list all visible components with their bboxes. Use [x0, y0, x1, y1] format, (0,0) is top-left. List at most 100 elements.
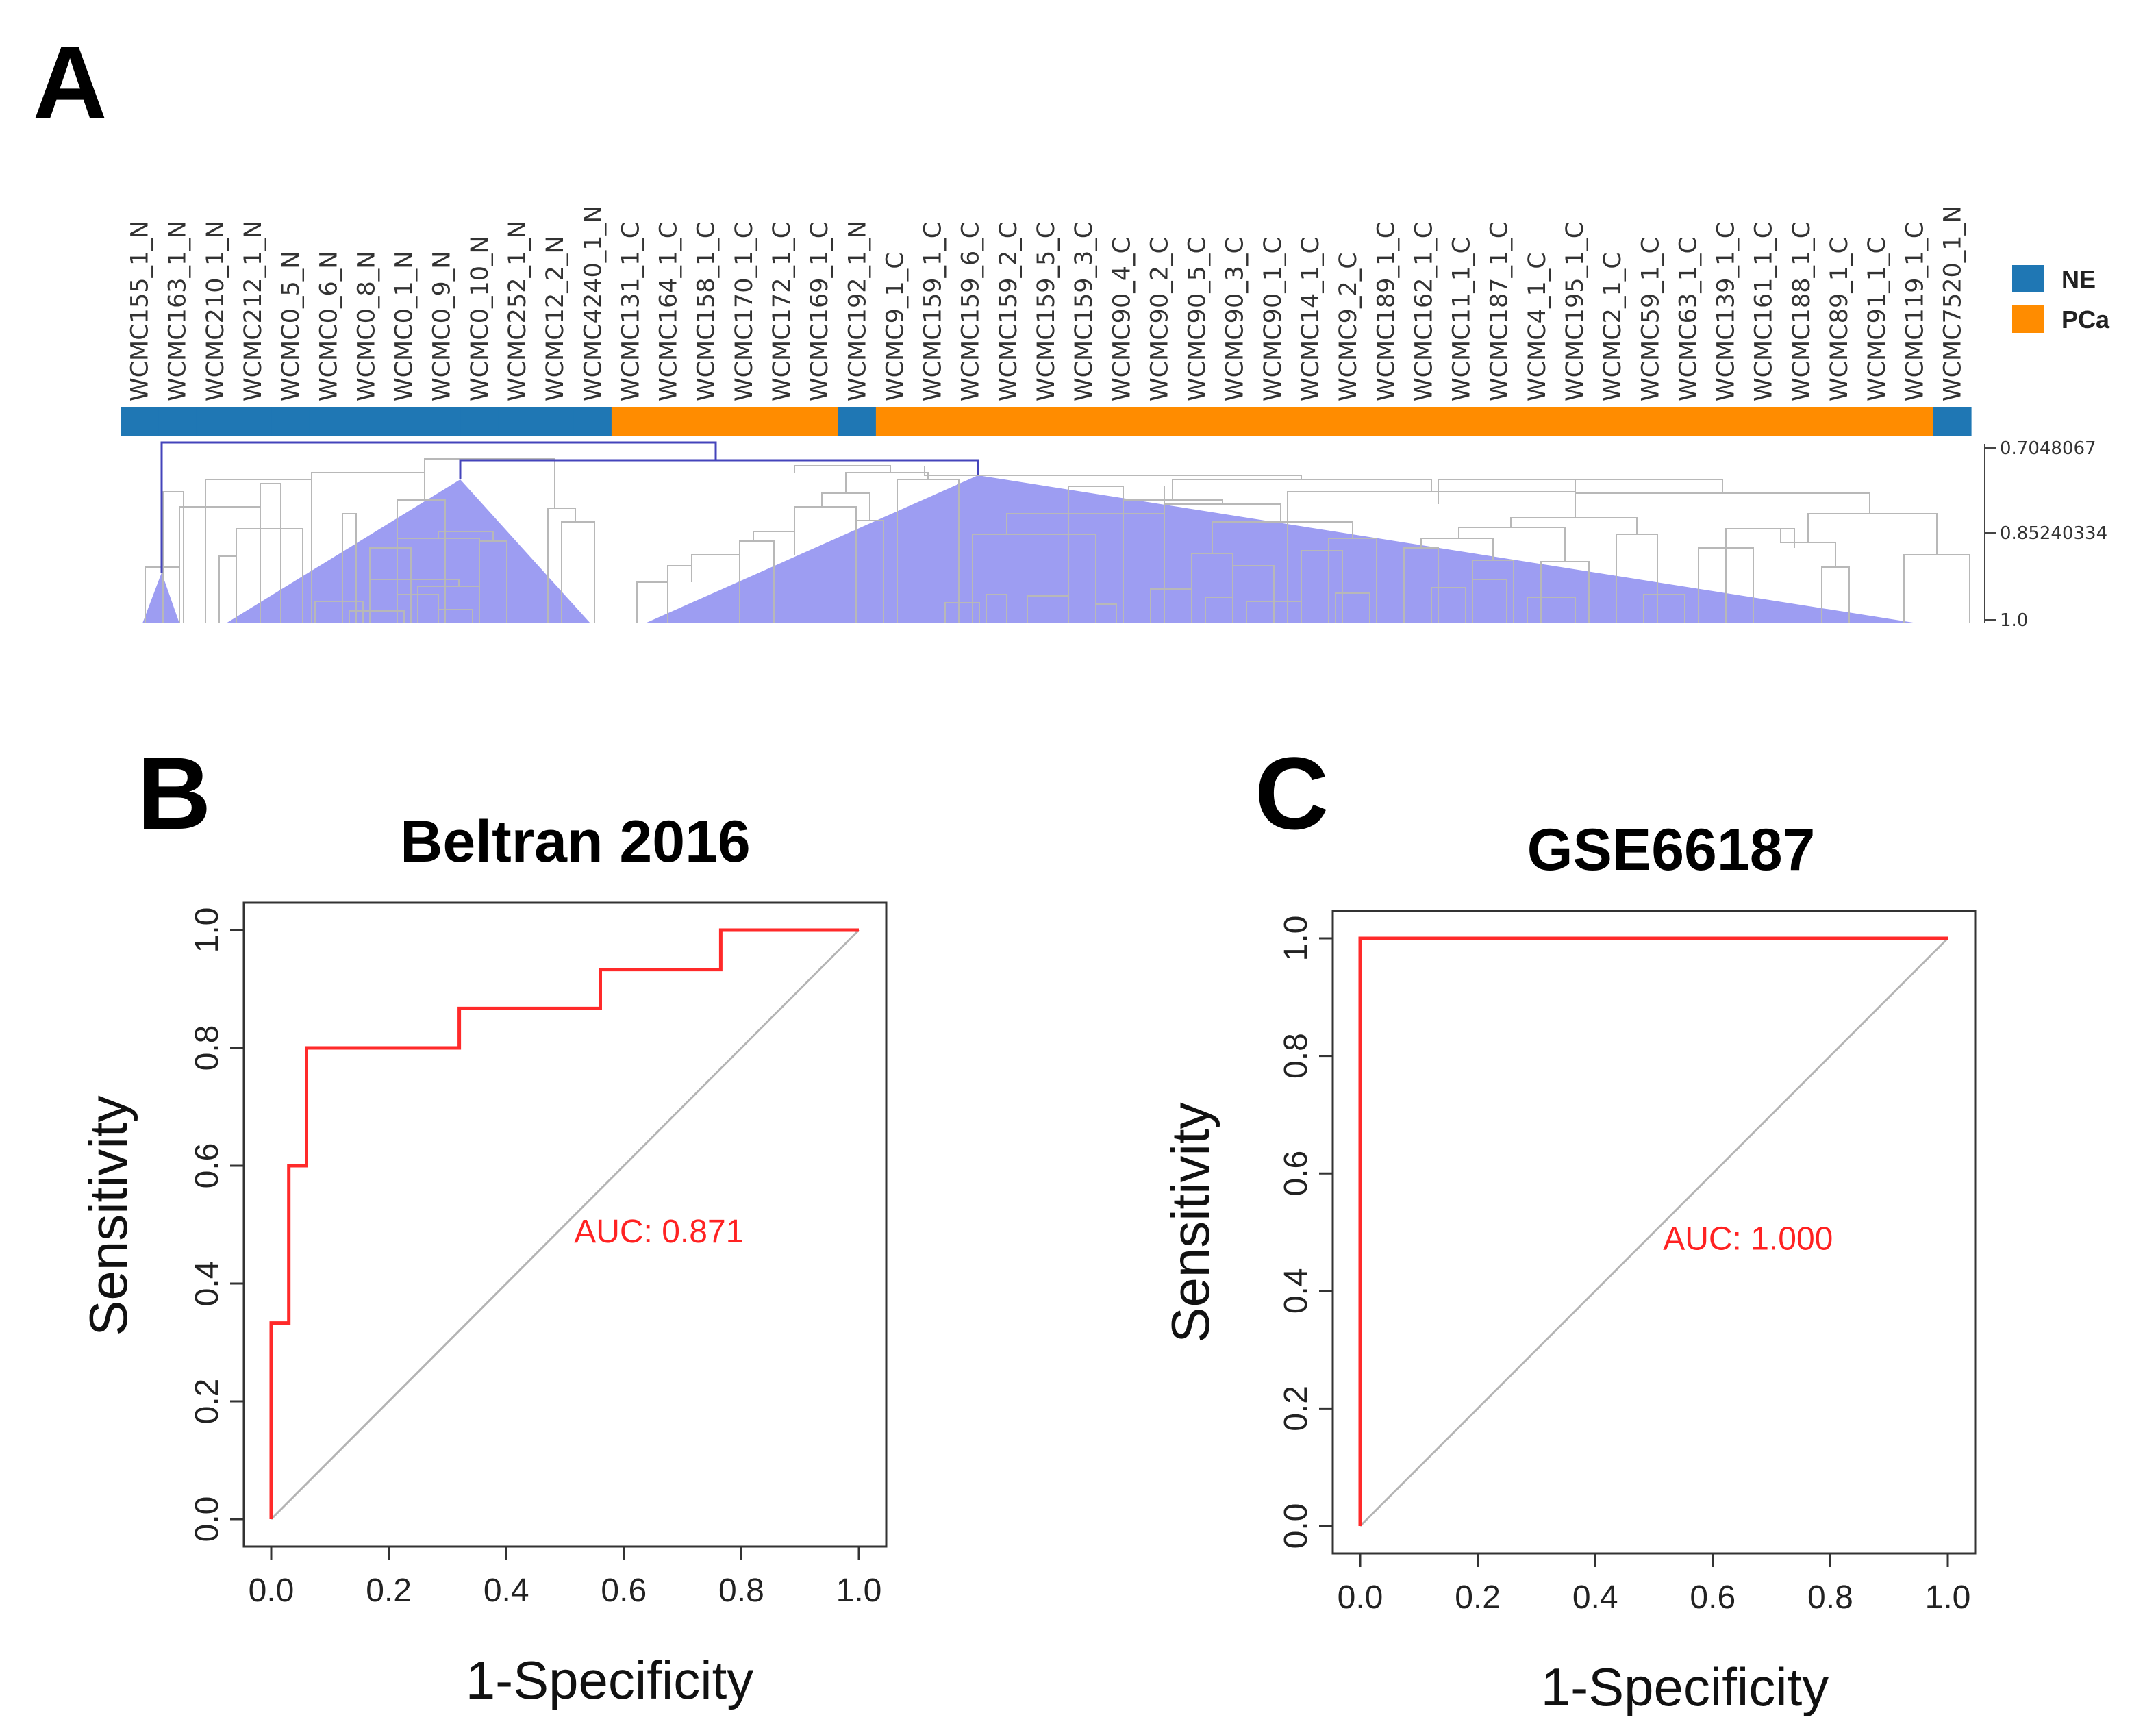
x-tick-label: 0.8 — [1807, 1579, 1853, 1616]
group-bar-segment — [1291, 407, 1330, 436]
dendrogram-link — [236, 528, 303, 623]
dendrogram-link — [1643, 594, 1685, 623]
dendrogram-link — [349, 610, 405, 623]
group-bar-segment — [158, 407, 197, 436]
sample-label: WCMC11_1_C — [1449, 237, 1476, 401]
dendrogram-link — [1027, 595, 1069, 623]
sample-label: WCMC187_1_C — [1486, 222, 1514, 401]
dendrogram-link — [1807, 513, 1938, 555]
sample-labels: WCMC155_1_N WCMC163_1_N WCMC210_1_N WCMC212… — [127, 205, 1967, 401]
dendrogram-link — [162, 491, 184, 623]
dendrogram-link — [1527, 597, 1576, 623]
y-tick-label: 0.6 — [1278, 1151, 1314, 1197]
legend-label-ne: NE — [2061, 265, 2096, 293]
roc-chart-gse66187: GSE66187 0.0 0.2 0.4 0.6 0.8 1.00.00.20.40.60… — [1160, 817, 1977, 1717]
sample-label: WCMC0_9_N — [429, 251, 456, 401]
group-bar-segment — [1064, 407, 1103, 436]
y-tick-label: 0.0 — [189, 1497, 225, 1542]
group-bar-segment — [1593, 407, 1632, 436]
sample-label: WCMC161_1_C — [1751, 222, 1778, 401]
dendrogram-link — [1335, 592, 1370, 623]
group-bar-segment — [1895, 407, 1934, 436]
y-axis-title: Sensitivity — [1160, 1102, 1220, 1342]
dendrogram-link — [314, 601, 364, 623]
dendrogram-link — [438, 531, 494, 541]
sample-label: WCMC90_5_C — [1184, 237, 1212, 401]
sample-label: WCMC0_5_N — [277, 251, 305, 401]
group-bar-segment — [1707, 407, 1745, 436]
panel-b-letter: B — [137, 736, 211, 851]
group-bar-segment — [1140, 407, 1179, 436]
dendrogram-link — [342, 513, 357, 623]
dendrogram-link — [1246, 601, 1302, 623]
dendrogram-link — [794, 465, 891, 473]
group-bar-segment — [1933, 407, 1972, 436]
reference-diagonal — [1359, 937, 1949, 1527]
x-tick-label: 1.0 — [836, 1573, 882, 1609]
y-tick-label: 1.0 — [1278, 916, 1314, 962]
group-bar-segment — [573, 407, 612, 436]
group-bar-segment — [1820, 407, 1859, 436]
group-bar-segment — [1555, 407, 1594, 436]
x-tick-label: 0.4 — [484, 1573, 529, 1609]
sample-label: WCMC162_1_C — [1410, 222, 1438, 401]
group-bar-segment — [1782, 407, 1820, 436]
group-bar-segment — [989, 407, 1027, 436]
dendrogram-link — [1472, 579, 1507, 623]
group-bar-segment — [423, 407, 461, 436]
group-bar-segment — [271, 407, 310, 436]
x-tick-label: 0.0 — [1338, 1579, 1383, 1616]
legend: NE PCa — [2012, 265, 2110, 334]
sample-label: WCMC212_1_N — [240, 221, 267, 401]
dendrogram-link — [561, 521, 595, 623]
group-bar-segment — [309, 407, 348, 436]
dendrogram-link — [547, 508, 576, 623]
dendrogram-link — [1458, 527, 1566, 562]
roc-plot-area: 0.0 0.2 0.4 0.6 0.8 1.0 0.0 0.2 0.4 0.6 0.8 1.0 AUC:… — [189, 901, 888, 1609]
y-tick-label: 0.6 — [189, 1143, 225, 1189]
sample-label: WCMC169_1_C — [806, 222, 833, 401]
sample-label: WCMC0_1_N — [391, 251, 418, 401]
group-bar-segment — [914, 407, 952, 436]
dendrogram-link — [260, 483, 281, 623]
height-tick-label: 0.85240334 — [2000, 523, 2107, 544]
sample-label: WCMC90_4_C — [1108, 237, 1136, 401]
sample-label: WCMC4_1_C — [1524, 252, 1551, 401]
group-bar-segment — [385, 407, 423, 436]
sample-label: WCMC155_1_N — [127, 221, 154, 401]
group-bar-segment — [951, 407, 990, 436]
sample-label: WCMC159_2_C — [995, 222, 1023, 401]
roc-chart-beltran: Beltran 2016 0.0 0.2 0.4 0.6 0.8 1.0 0.0 0.2 0.4… — [78, 809, 888, 1710]
sample-label: WCMC139_1_C — [1713, 222, 1740, 401]
sample-label: WCMC9_2_C — [1335, 252, 1362, 401]
sample-label: WCMC91_1_C — [1864, 237, 1891, 401]
legend-label-pca: PCa — [2061, 305, 2110, 334]
group-bar-segment — [800, 407, 839, 436]
group-bar-segment — [1857, 407, 1896, 436]
legend-swatch-ne — [2012, 265, 2044, 292]
sample-label: WCMC119_1_C — [1901, 222, 1929, 401]
group-bar-segment — [196, 407, 234, 436]
dendrogram-link — [1510, 517, 1638, 534]
dendrogram-link — [1420, 538, 1494, 560]
auc-annotation: AUC: 0.871 — [574, 1214, 744, 1250]
y-tick-label: 1.0 — [189, 908, 225, 953]
sample-label: WCMC159_1_C — [920, 222, 947, 401]
group-bar-segment — [1518, 407, 1556, 436]
x-tick-label: 1.0 — [1925, 1579, 1971, 1616]
dendrogram-link — [1095, 603, 1117, 623]
sample-label: WCMC14_1_C — [1297, 237, 1325, 401]
group-bar-segment — [875, 407, 914, 436]
y-tick-label: 0.4 — [189, 1261, 225, 1307]
dendrogram-link — [1232, 565, 1275, 623]
sample-label: WCMC195_1_C — [1562, 222, 1589, 401]
group-bar-segment — [1480, 407, 1518, 436]
dendrogram-link — [459, 459, 979, 479]
group-bar-segment — [1744, 407, 1783, 436]
dendrogram-link — [739, 540, 775, 623]
chart-title: Beltran 2016 — [400, 809, 751, 875]
group-bar-segment — [611, 407, 650, 436]
sample-label: WCMC131_1_C — [617, 222, 644, 401]
sample-label: WCMC163_1_N — [164, 221, 192, 401]
sample-label: WCMC164_1_C — [655, 222, 683, 401]
